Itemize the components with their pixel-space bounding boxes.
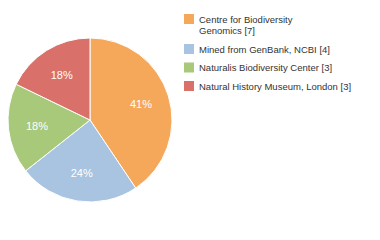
legend-label: Mined from GenBank, NCBI [4] — [199, 44, 330, 55]
data-label: 18% — [26, 120, 48, 132]
legend-swatch — [184, 14, 194, 24]
legend-label-line: Mined from GenBank, NCBI [4] — [199, 44, 330, 55]
legend-label: Naturalis Biodiversity Center [3] — [199, 62, 332, 73]
pie — [8, 38, 172, 202]
legend-item: Centre for BiodiversityGenomics [7] — [184, 14, 293, 37]
legend-swatch — [184, 44, 194, 54]
legend-label: Natural History Museum, London [3] — [199, 81, 351, 92]
data-label: 24% — [71, 167, 93, 179]
legend-item: Mined from GenBank, NCBI [4] — [184, 44, 330, 55]
legend-swatch — [184, 81, 194, 91]
legend-label-line: Naturalis Biodiversity Center [3] — [199, 62, 332, 73]
legend-label-line: Natural History Museum, London [3] — [199, 81, 351, 92]
legend-label-line: Genomics [7] — [199, 25, 255, 36]
legend-item: Natural History Museum, London [3] — [184, 81, 351, 92]
legend: Centre for BiodiversityGenomics [7] Mined… — [184, 14, 351, 92]
legend-swatch — [184, 63, 194, 73]
data-label: 18% — [51, 69, 73, 81]
data-labels: 41% 24% 18% 18% — [26, 69, 152, 179]
data-label: 41% — [130, 98, 152, 110]
legend-item: Naturalis Biodiversity Center [3] — [184, 62, 332, 73]
legend-label-line: Centre for Biodiversity — [199, 14, 293, 25]
pie-slice — [16, 38, 90, 120]
legend-label: Centre for BiodiversityGenomics [7] — [199, 14, 293, 37]
chart: 41% 24% 18% 18% Centre for BiodiversityGenom… — [0, 0, 380, 240]
